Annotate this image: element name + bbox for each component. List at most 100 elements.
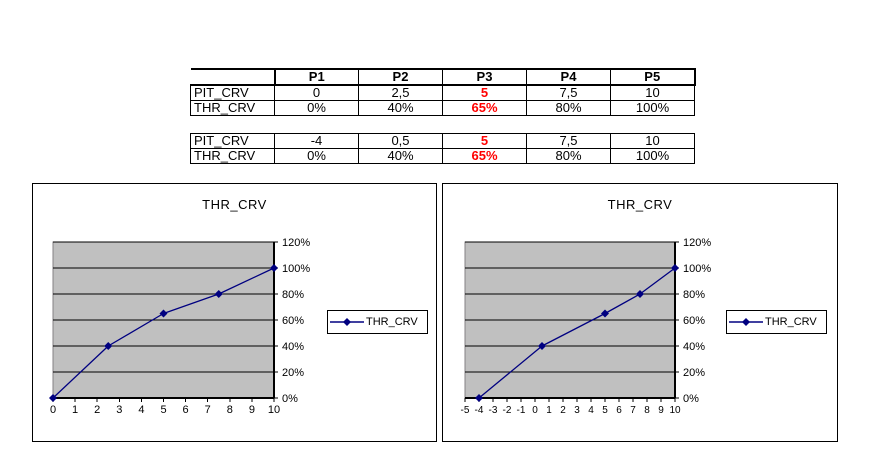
legend-series-label: THR_CRV — [765, 316, 817, 328]
x-axis-tick-label: 1 — [72, 404, 78, 416]
series-data-point-marker — [636, 290, 644, 298]
series-data-point-marker — [475, 394, 483, 402]
table1-thr-crv-p4-cell[interactable]: 80% — [526, 100, 611, 116]
table1-pit-crv-label[interactable]: PIT_CRV — [190, 84, 275, 101]
table2-thr-crv-row: THR_CRV 0% 40% 65% 80% 100% — [190, 148, 695, 164]
lower-data-table: PIT_CRV -4 0,5 5 7,5 10 THR_CRV 0% 40% 6… — [190, 133, 695, 164]
x-axis-tick-label: 0 — [50, 404, 56, 416]
table1-thr-crv-row: THR_CRV 0% 40% 65% 80% 100% — [190, 100, 695, 116]
y-axis-tick-label: 60% — [282, 315, 304, 327]
x-axis-tick-label: 2 — [560, 405, 566, 416]
x-axis-tick-label: 2 — [94, 404, 100, 416]
chart-plot-svg: 0% 20% 40% 60% 80% 100% 120% -5 -4 -3 -2 -1 0 1 2 3 4 5 6 7… — [461, 237, 712, 416]
legend-series-marker-icon — [330, 317, 364, 327]
table1-thr-crv-p1-cell[interactable]: 0% — [274, 100, 359, 116]
table2-pit-crv-row: PIT_CRV -4 0,5 5 7,5 10 — [190, 133, 695, 149]
chart-left-thr-crv[interactable]: 0% 20% 40% 60% 80% 100% 120% 0 1 2 3 4 5 6 7 8 9 10 THR_C… — [32, 183, 437, 442]
series-data-point-marker — [214, 290, 223, 298]
x-axis-tick-label: 6 — [616, 405, 622, 416]
table1-pit-crv-p3-cell[interactable]: 5 — [442, 84, 527, 101]
chart-right-legend[interactable]: THR_CRV — [726, 310, 827, 334]
table2-pit-crv-p4-cell[interactable]: 7,5 — [526, 133, 611, 149]
y-axis-tick-label: 40% — [683, 341, 705, 353]
table1-thr-crv-label[interactable]: THR_CRV — [190, 100, 275, 116]
y-axis-tick-label: 60% — [683, 315, 705, 327]
x-axis-tick-label: -5 — [461, 405, 470, 416]
x-axis-tick-label: 10 — [268, 404, 280, 416]
table2-pit-crv-p2-cell[interactable]: 0,5 — [358, 133, 443, 149]
table1-pit-crv-p4-cell[interactable]: 7,5 — [526, 84, 611, 101]
legend-series-marker-icon — [729, 317, 763, 327]
table1-thr-crv-p3-cell[interactable]: 65% — [442, 100, 527, 116]
table2-thr-crv-p1-cell[interactable]: 0% — [274, 148, 359, 164]
y-axis-tick-label: 100% — [683, 263, 711, 275]
y-axis-tick-label: 80% — [282, 289, 304, 301]
y-axis-tick-label: 120% — [282, 237, 310, 249]
table1-col-header-p3[interactable]: P3 — [442, 68, 527, 86]
y-axis-tick-label: 40% — [282, 341, 304, 353]
series-data-point-marker — [671, 264, 679, 272]
table1-thr-crv-p5-cell[interactable]: 100% — [610, 100, 695, 116]
x-axis-tick-label: 7 — [630, 405, 636, 416]
x-axis-tick-label: -4 — [475, 405, 484, 416]
table1-pit-crv-p5-cell[interactable]: 10 — [610, 84, 695, 101]
x-axis-tick-label: 3 — [116, 404, 122, 416]
table1-pit-crv-row: PIT_CRV 0 2,5 5 7,5 10 — [190, 84, 695, 101]
x-axis-tick-label: -1 — [517, 405, 526, 416]
x-axis-tick-label: 6 — [183, 404, 189, 416]
x-axis-tick-label: 9 — [658, 405, 664, 416]
x-axis-tick-label: 0 — [532, 405, 538, 416]
y-axis-tick-label: 0% — [683, 393, 699, 405]
series-data-point-marker — [270, 264, 278, 272]
table2-thr-crv-p5-cell[interactable]: 100% — [610, 148, 695, 164]
table1-col-header-p5[interactable]: P5 — [610, 68, 696, 86]
table2-pit-crv-p3-cell[interactable]: 5 — [442, 133, 527, 149]
x-axis-tick-label: 4 — [138, 404, 144, 416]
chart-plot-svg: 0% 20% 40% 60% 80% 100% 120% 0 1 2 3 4 5 6 7 8 9 10 — [49, 237, 310, 416]
series-data-point-marker — [601, 309, 609, 318]
table1-col-header-p4[interactable]: P4 — [526, 68, 611, 86]
series-data-point-marker — [104, 342, 113, 350]
table2-thr-crv-p2-cell[interactable]: 40% — [358, 148, 443, 164]
y-axis-tick-label: 80% — [683, 289, 705, 301]
table2-thr-crv-p4-cell[interactable]: 80% — [526, 148, 611, 164]
y-axis-tick-label: 20% — [683, 367, 705, 379]
x-axis-tick-label: 8 — [227, 404, 233, 416]
table1-header-row: P1 P2 P3 P4 P5 — [190, 68, 696, 86]
y-axis-tick-label: 100% — [282, 263, 310, 275]
legend-series-label: THR_CRV — [366, 316, 418, 328]
table1-col-header-p2[interactable]: P2 — [358, 68, 443, 86]
chart-left-title[interactable]: THR_CRV — [202, 197, 267, 212]
series-data-point-marker — [538, 342, 546, 350]
table1-thr-crv-p2-cell[interactable]: 40% — [358, 100, 443, 116]
x-axis-tick-label: -3 — [489, 405, 498, 416]
x-axis-tick-label: 9 — [249, 404, 255, 416]
x-axis-tick-label: 8 — [644, 405, 650, 416]
table1-pit-crv-p2-cell[interactable]: 2,5 — [358, 84, 443, 101]
chart-right-thr-crv[interactable]: 0% 20% 40% 60% 80% 100% 120% -5 -4 -3 -2 -1 0 1 2 3 4 5 6 7… — [442, 183, 838, 442]
table1-col-header-p1[interactable]: P1 — [273, 68, 359, 86]
x-axis-tick-label: 1 — [546, 405, 552, 416]
table2-thr-crv-label[interactable]: THR_CRV — [190, 148, 275, 164]
chart-right-title[interactable]: THR_CRV — [607, 197, 673, 212]
table1-corner-cell — [190, 68, 275, 86]
y-axis-tick-label: 0% — [282, 393, 298, 405]
table1-pit-crv-p1-cell[interactable]: 0 — [274, 84, 359, 101]
x-axis-tick-label: 10 — [669, 405, 681, 416]
table2-pit-crv-label[interactable]: PIT_CRV — [190, 133, 275, 149]
y-axis-tick-label: 20% — [282, 367, 304, 379]
chart-left-legend[interactable]: THR_CRV — [327, 310, 428, 334]
y-axis-tick-label: 120% — [683, 237, 711, 249]
x-axis-tick-label: 7 — [205, 404, 211, 416]
series-data-point-marker — [49, 394, 57, 402]
table2-pit-crv-p1-cell[interactable]: -4 — [274, 133, 359, 149]
x-axis-tick-label: 5 — [160, 404, 166, 416]
x-axis-tick-label: -2 — [503, 405, 512, 416]
x-axis-tick-label: 5 — [602, 405, 608, 416]
x-axis-tick-label: 3 — [574, 405, 580, 416]
upper-data-table: P1 P2 P3 P4 P5 PIT_CRV 0 2,5 5 7,5 10 TH… — [190, 68, 696, 116]
table2-pit-crv-p5-cell[interactable]: 10 — [610, 133, 695, 149]
series-data-point-marker — [159, 309, 168, 318]
table2-thr-crv-p3-cell[interactable]: 65% — [442, 148, 527, 164]
